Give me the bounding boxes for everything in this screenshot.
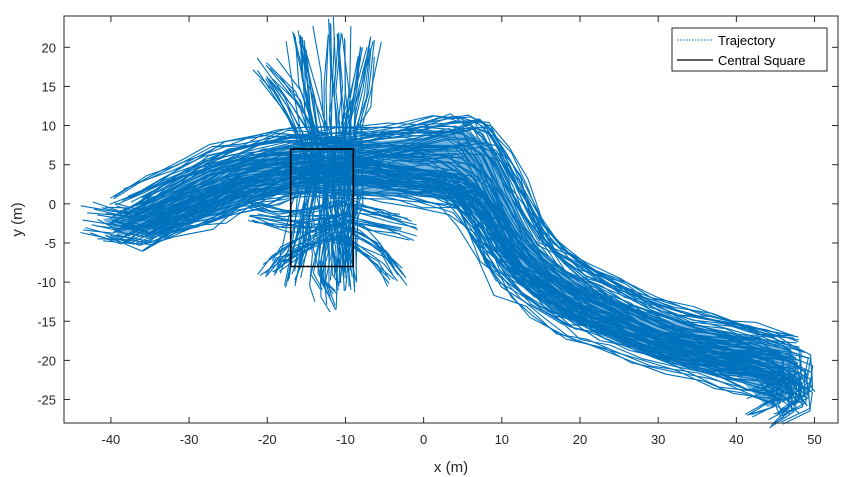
legend-label-trajectory: Trajectory bbox=[718, 33, 776, 48]
trajectory-line bbox=[128, 165, 778, 386]
legend-label-central-square: Central Square bbox=[718, 53, 805, 68]
trajectory-line bbox=[262, 220, 393, 275]
trajectory-line bbox=[347, 56, 375, 283]
trajectory-line bbox=[248, 201, 402, 221]
trajectory-line bbox=[112, 137, 774, 353]
trajectory-line bbox=[257, 227, 388, 277]
trajectory-line bbox=[249, 214, 402, 229]
trajectory-line bbox=[137, 191, 783, 420]
x-tick-label: 30 bbox=[651, 432, 665, 447]
trajectory-line bbox=[155, 173, 806, 394]
y-tick-label: 10 bbox=[42, 119, 56, 134]
x-tick-label: -40 bbox=[102, 432, 121, 447]
y-tick-label: -20 bbox=[37, 353, 56, 368]
trajectory-line bbox=[249, 215, 398, 232]
trajectory-line bbox=[148, 188, 795, 413]
trajectory-line bbox=[292, 31, 323, 291]
trajectory-line bbox=[141, 127, 800, 348]
trajectory-line bbox=[109, 135, 762, 358]
y-tick-label: -5 bbox=[44, 236, 56, 251]
y-tick-label: 5 bbox=[49, 158, 56, 173]
legend-box bbox=[671, 27, 828, 72]
y-tick-label: -10 bbox=[37, 275, 56, 290]
trajectory-line bbox=[342, 41, 374, 267]
trajectory-line bbox=[138, 138, 797, 359]
trajectory-line bbox=[251, 219, 415, 242]
data-layer bbox=[80, 16, 816, 429]
trajectory-line bbox=[132, 128, 791, 351]
x-tick-label: -10 bbox=[336, 432, 355, 447]
axes-box bbox=[63, 15, 839, 424]
trajectory-line bbox=[249, 202, 403, 224]
ticks-layer: -40 -30 -20 -10 0 10 20 30 40 50 -25 -20 -15 -10 -5 0 5 1… bbox=[37, 16, 838, 447]
trajectory-line bbox=[160, 183, 808, 407]
trajectory-line bbox=[141, 142, 795, 359]
trajectory-line bbox=[329, 56, 359, 281]
trajectory-line bbox=[109, 175, 793, 425]
y-tick-label: 0 bbox=[49, 197, 56, 212]
y-tick-label: -15 bbox=[37, 314, 56, 329]
trajectory-line bbox=[132, 169, 783, 390]
trajectory-line bbox=[143, 127, 805, 354]
y-axis-label: y (m) bbox=[9, 202, 26, 236]
central-square-outline bbox=[289, 148, 355, 268]
trajectory-line bbox=[254, 218, 410, 241]
trajectory-line bbox=[346, 51, 372, 278]
trajectory-line bbox=[329, 22, 341, 275]
x-tick-label: -30 bbox=[180, 432, 199, 447]
y-tick-label: -25 bbox=[37, 393, 56, 408]
x-tick-label: 40 bbox=[729, 432, 743, 447]
trajectory-line bbox=[124, 184, 776, 405]
trajectory-line bbox=[146, 166, 795, 395]
trajectory-line bbox=[256, 57, 307, 261]
x-tick-label: 10 bbox=[495, 432, 509, 447]
trajectory-line bbox=[248, 199, 401, 215]
trajectory-line bbox=[136, 180, 781, 404]
y-tick-label: 20 bbox=[42, 40, 56, 55]
trajectory-line bbox=[250, 212, 402, 230]
trajectory-line bbox=[252, 69, 305, 274]
legend: Trajectory Central Square bbox=[671, 27, 828, 72]
trajectory-line bbox=[129, 177, 777, 399]
x-tick-label: 50 bbox=[807, 432, 821, 447]
x-axis-label: x (m) bbox=[434, 459, 468, 476]
trajectory-line bbox=[274, 226, 406, 277]
x-tick-label: 0 bbox=[420, 432, 427, 447]
trajectory-line bbox=[144, 120, 795, 339]
trajectory-line bbox=[259, 239, 389, 287]
trajectory-line bbox=[140, 187, 796, 405]
x-tick-label: -20 bbox=[258, 432, 277, 447]
trajectory-line bbox=[304, 49, 338, 310]
y-tick-label: 15 bbox=[42, 79, 56, 94]
trajectory-line bbox=[142, 190, 785, 419]
trajectory-line bbox=[331, 38, 345, 292]
trajectory-line bbox=[265, 237, 390, 284]
trajectory-line bbox=[265, 78, 316, 288]
x-tick-label: 20 bbox=[573, 432, 587, 447]
trajectory-line bbox=[254, 216, 417, 237]
